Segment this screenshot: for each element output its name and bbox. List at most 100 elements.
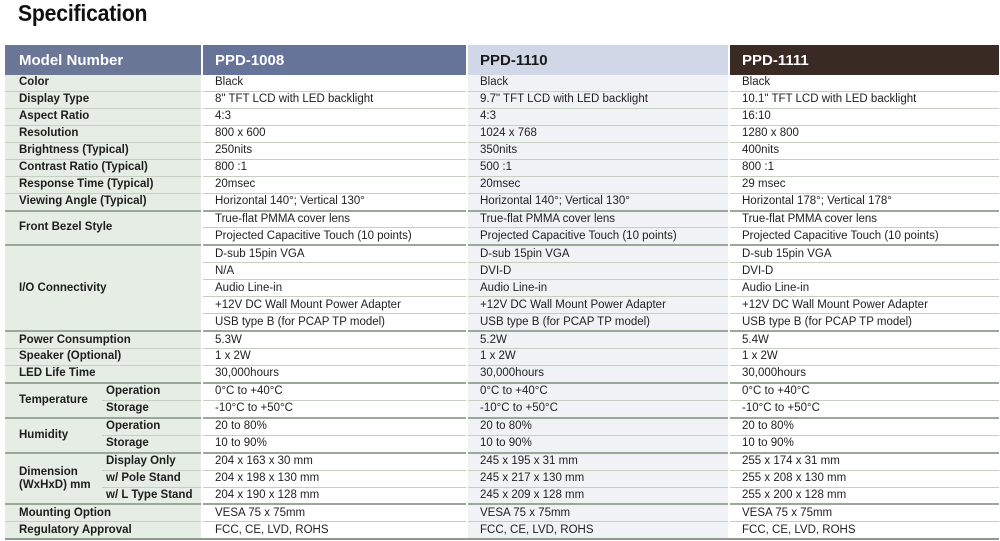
- cell-ppd-1110: FCC, CE, LVD, ROHS: [466, 521, 729, 541]
- header-ppd-1111: PPD-1111: [728, 45, 999, 75]
- cell-ppd-1008: 204 x 163 x 30 mm: [201, 451, 467, 471]
- row-sublabel: Storage: [102, 400, 202, 419]
- cell-ppd-1008: 204 x 190 x 128 mm: [201, 487, 467, 505]
- table-row: LED Life Time 30,000hours 30,000hours 30…: [5, 365, 999, 384]
- cell-ppd-1111: 255 x 174 x 31 mm: [728, 451, 999, 471]
- spec-table-container: Model Number PPD-1008 PPD-1110 PPD-1111 …: [5, 45, 999, 541]
- table-row: Audio Line-in Audio Line-in Audio Line-i…: [5, 279, 999, 298]
- cell-ppd-1111: 10.1" TFT LCD with LED backlight: [728, 91, 999, 109]
- row-sublabel: Display Only: [102, 451, 202, 471]
- cell-ppd-1111: 16:10: [728, 108, 999, 126]
- cell-ppd-1008: D-sub 15pin VGA: [201, 244, 467, 264]
- cell-ppd-1008: 800 :1: [201, 159, 467, 177]
- table-row: Contrast Ratio (Typical) 800 :1 500 :1 8…: [5, 159, 999, 177]
- table-row: Humidity Operation 20 to 80% 20 to 80% 2…: [5, 416, 999, 454]
- row-label: Response Time (Typical): [5, 176, 202, 194]
- cell-ppd-1008: FCC, CE, LVD, ROHS: [201, 521, 467, 541]
- table-row: Resolution 800 x 600 1024 x 768 1280 x 8…: [5, 125, 999, 143]
- table-row: Power Consumption 5.3W 5.2W 5.4W: [5, 330, 999, 350]
- cell-ppd-1111: -10°C to +50°C: [728, 400, 999, 419]
- cell-ppd-1110: Black: [466, 75, 729, 92]
- cell-ppd-1111: USB type B (for PCAP TP model): [728, 313, 999, 332]
- cell-ppd-1111: 255 x 208 x 130 mm: [728, 470, 999, 488]
- table-row: +12V DC Wall Mount Power Adapter +12V DC…: [5, 296, 999, 315]
- cell-ppd-1110: 0°C to +40°C: [466, 381, 729, 401]
- table-row: Projected Capacitive Touch (10 points) P…: [5, 227, 999, 246]
- cell-ppd-1111: Horizontal 178°; Vertical 178°: [728, 193, 999, 212]
- row-label: Brightness (Typical): [5, 142, 202, 160]
- table-row: Mounting Option VESA 75 x 75mm VESA 75 x…: [5, 503, 999, 523]
- cell-ppd-1111: 20 to 80%: [728, 416, 999, 436]
- cell-ppd-1110: 350nits: [466, 142, 729, 160]
- row-sublabel: Operation: [102, 416, 202, 436]
- row-label: Speaker (Optional): [5, 348, 202, 366]
- header-ppd-1110: PPD-1110: [466, 45, 729, 75]
- cell-ppd-1110: -10°C to +50°C: [466, 400, 729, 419]
- row-label: Mounting Option: [5, 503, 202, 523]
- cell-ppd-1008: 5.3W: [201, 330, 467, 350]
- cell-ppd-1110: 245 x 195 x 31 mm: [466, 451, 729, 471]
- table-row: Display Type 8" TFT LCD with LED backlig…: [5, 91, 999, 109]
- cell-ppd-1111: 30,000hours: [728, 365, 999, 384]
- cell-ppd-1110: D-sub 15pin VGA: [466, 244, 729, 264]
- row-label: Humidity: [5, 416, 102, 454]
- table-row: Dimension (WxHxD) mm Display Only 204 x …: [5, 451, 999, 505]
- cell-ppd-1008: Audio Line-in: [201, 279, 467, 298]
- table-row: N/A DVI-D DVI-D: [5, 262, 999, 281]
- cell-ppd-1008: 0°C to +40°C: [201, 381, 467, 401]
- cell-ppd-1111: 29 msec: [728, 176, 999, 194]
- cell-ppd-1008: 204 x 198 x 130 mm: [201, 470, 467, 488]
- cell-ppd-1111: 10 to 90%: [728, 435, 999, 454]
- cell-ppd-1110: 9.7" TFT LCD with LED backlight: [466, 91, 729, 109]
- table-row: Storage -10°C to +50°C -10°C to +50°C -1…: [5, 400, 999, 419]
- cell-ppd-1008: 20msec: [201, 176, 467, 194]
- cell-ppd-1111: 0°C to +40°C: [728, 381, 999, 401]
- cell-ppd-1110: Horizontal 140°; Vertical 130°: [466, 193, 729, 212]
- cell-ppd-1110: 1 x 2W: [466, 348, 729, 366]
- header-ppd-1008: PPD-1008: [201, 45, 467, 75]
- table-row: w/ Pole Stand 204 x 198 x 130 mm 245 x 2…: [5, 470, 999, 488]
- cell-ppd-1008: Black: [201, 75, 467, 92]
- cell-ppd-1111: Black: [728, 75, 999, 92]
- row-label: LED Life Time: [5, 365, 202, 384]
- cell-ppd-1008: -10°C to +50°C: [201, 400, 467, 419]
- table-row: Response Time (Typical) 20msec 20msec 29…: [5, 176, 999, 194]
- cell-ppd-1110: True-flat PMMA cover lens: [466, 209, 729, 229]
- header-model-number: Model Number: [5, 45, 202, 75]
- table-row: Front Bezel Style True-flat PMMA cover l…: [5, 209, 999, 246]
- cell-ppd-1008: +12V DC Wall Mount Power Adapter: [201, 296, 467, 315]
- cell-ppd-1110: 1024 x 768: [466, 125, 729, 143]
- cell-ppd-1008: Projected Capacitive Touch (10 points): [201, 227, 467, 246]
- cell-ppd-1110: VESA 75 x 75mm: [466, 503, 729, 523]
- cell-ppd-1008: 4:3: [201, 108, 467, 126]
- cell-ppd-1008: N/A: [201, 262, 467, 281]
- cell-ppd-1111: 255 x 200 x 128 mm: [728, 487, 999, 505]
- row-sublabel: Operation: [102, 381, 202, 401]
- cell-ppd-1008: 20 to 80%: [201, 416, 467, 436]
- cell-ppd-1008: 8" TFT LCD with LED backlight: [201, 91, 467, 109]
- cell-ppd-1111: DVI-D: [728, 262, 999, 281]
- cell-ppd-1110: 20msec: [466, 176, 729, 194]
- table-row: Aspect Ratio 4:3 4:3 16:10: [5, 108, 999, 126]
- cell-ppd-1110: 20 to 80%: [466, 416, 729, 436]
- cell-ppd-1111: 1280 x 800: [728, 125, 999, 143]
- cell-ppd-1008: USB type B (for PCAP TP model): [201, 313, 467, 332]
- table-row: Speaker (Optional) 1 x 2W 1 x 2W 1 x 2W: [5, 348, 999, 366]
- row-label: Aspect Ratio: [5, 108, 202, 126]
- cell-ppd-1008: 1 x 2W: [201, 348, 467, 366]
- cell-ppd-1111: +12V DC Wall Mount Power Adapter: [728, 296, 999, 315]
- row-label: Display Type: [5, 91, 202, 109]
- table-row: I/O Connectivity D-sub 15pin VGA D-sub 1…: [5, 244, 999, 332]
- cell-ppd-1008: 30,000hours: [201, 365, 467, 384]
- table-row: USB type B (for PCAP TP model) USB type …: [5, 313, 999, 332]
- cell-ppd-1008: 800 x 600: [201, 125, 467, 143]
- table-row: Regulatory Approval FCC, CE, LVD, ROHS F…: [5, 521, 999, 541]
- cell-ppd-1110: DVI-D: [466, 262, 729, 281]
- row-label: Power Consumption: [5, 330, 202, 350]
- cell-ppd-1111: VESA 75 x 75mm: [728, 503, 999, 523]
- row-label: Viewing Angle (Typical): [5, 193, 202, 212]
- row-sublabel: w/ Pole Stand: [102, 470, 202, 488]
- table-row: Color Black Black Black: [5, 75, 999, 92]
- cell-ppd-1110: 245 x 209 x 128 mm: [466, 487, 729, 505]
- row-label: I/O Connectivity: [5, 244, 202, 332]
